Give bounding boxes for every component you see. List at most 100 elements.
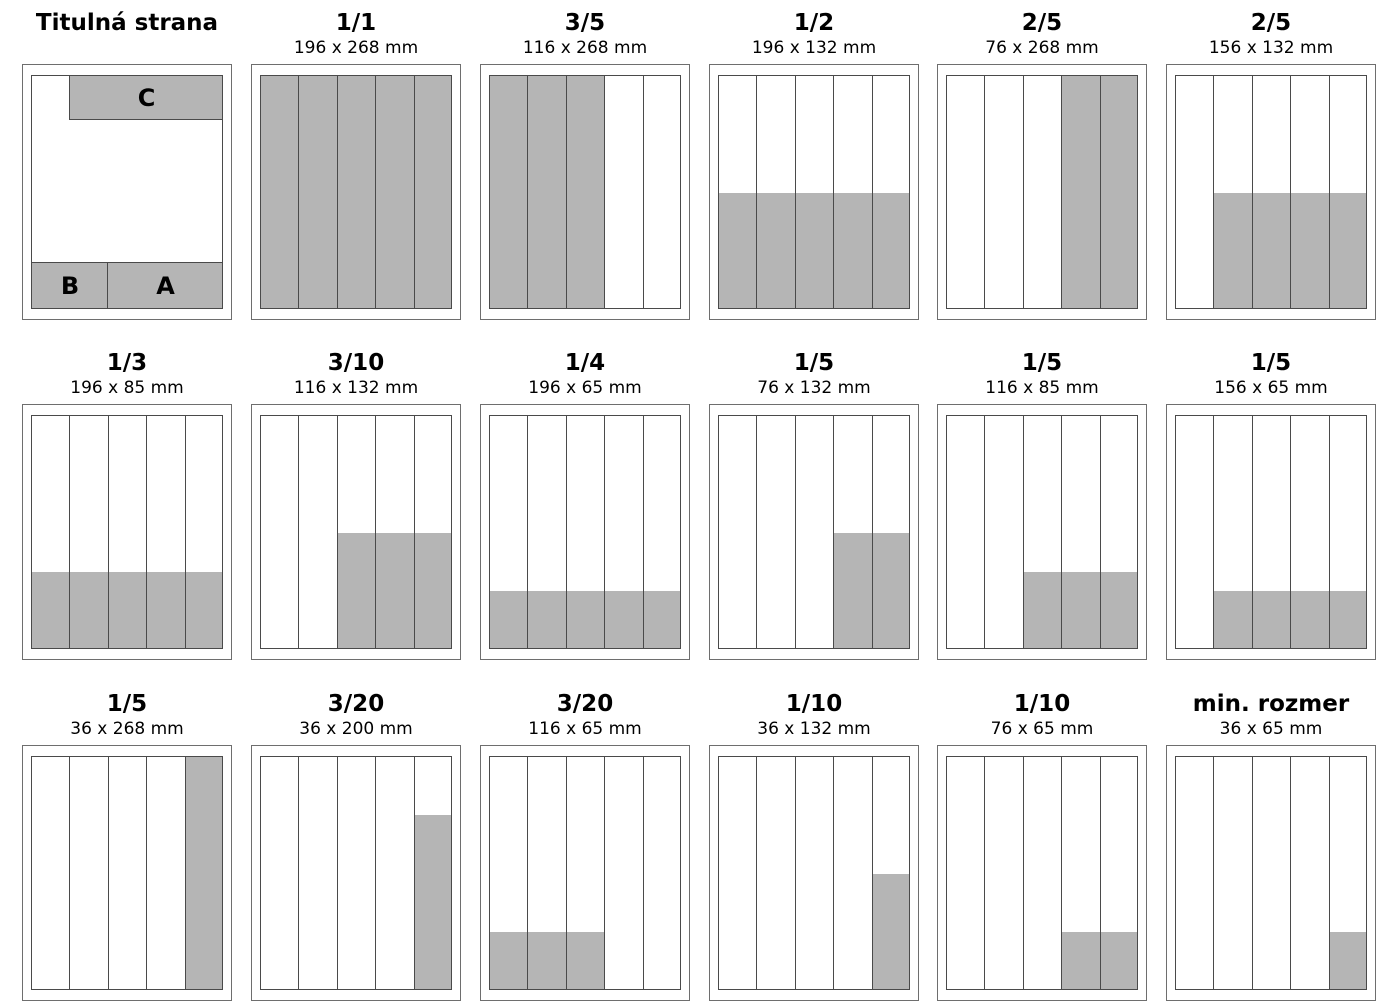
column-divider [984,757,985,989]
column-divider [1213,416,1214,648]
column-divider [1023,416,1024,648]
format-title: 1/1 [335,10,377,36]
column-divider [527,416,528,648]
column-divider [1252,757,1253,989]
column-divider [872,416,873,648]
format-frame [937,745,1147,1001]
column-divider [414,76,415,308]
cover-title: Titulná strana [35,10,219,36]
column-divider [298,757,299,989]
column-divider [795,76,796,308]
column-divider [1290,76,1291,308]
format-frame [480,404,690,660]
column-divider [1329,76,1330,308]
format-title: 2/5 [1021,10,1063,36]
ad-area [415,815,451,989]
format-frame [251,64,461,320]
column-divider [527,76,528,308]
column-divider [1100,76,1101,308]
format-page [489,415,681,649]
format-dimensions: 156 x 65 mm [1214,378,1328,398]
format-frame [22,404,232,660]
format-page [489,75,681,309]
cover-frame: C B A [22,64,232,320]
format-dimensions: 156 x 132 mm [1208,38,1334,58]
format-page [1175,415,1367,649]
ad-area [490,932,605,989]
column-divider [1290,757,1291,989]
column-divider [1061,76,1062,308]
format-frame [251,404,461,660]
format-page [489,756,681,990]
ad-area [873,874,909,989]
cover-page: C B A [31,75,223,309]
column-divider [1329,757,1330,989]
format-page [31,415,223,649]
column-divider [185,757,186,989]
format-title: 1/5 [106,691,148,717]
column-divider [337,757,338,989]
column-divider [833,757,834,989]
format-page [718,415,910,649]
column-divider [604,416,605,648]
column-divider [146,416,147,648]
format-title: 3/20 [327,691,385,717]
column-divider [984,416,985,648]
format-dimensions: 116 x 268 mm [522,38,648,58]
format-page [1175,756,1367,990]
column-divider [1100,416,1101,648]
format-dimensions: 196 x 268 mm [293,38,419,58]
ad-area [32,572,222,648]
format-dimensions: 36 x 200 mm [299,719,413,739]
ad-area [338,533,451,648]
ad-area [834,533,909,648]
column-divider [1290,416,1291,648]
format-dimensions: 196 x 132 mm [751,38,877,58]
format-frame [1166,404,1376,660]
format-title: 3/5 [564,10,606,36]
column-divider [872,76,873,308]
format-dimensions: 36 x 65 mm [1219,719,1323,739]
format-page [946,75,1138,309]
column-divider [146,757,147,989]
column-divider [566,76,567,308]
column-divider [756,416,757,648]
format-frame [1166,745,1376,1001]
column-divider [337,76,338,308]
format-page [946,415,1138,649]
column-divider [604,76,605,308]
column-divider [298,76,299,308]
column-divider [1061,416,1062,648]
column-divider [604,757,605,989]
ad-area [1024,572,1137,648]
format-title: 1/2 [793,10,835,36]
format-dimensions: 116 x 85 mm [985,378,1099,398]
format-title: min. rozmer [1192,691,1350,717]
column-divider [1023,757,1024,989]
format-page [1175,75,1367,309]
column-divider [527,757,528,989]
format-dimensions: 116 x 132 mm [293,378,419,398]
format-dimensions: 36 x 268 mm [70,719,184,739]
column-divider [643,757,644,989]
format-frame [937,64,1147,320]
format-dimensions: 76 x 268 mm [985,38,1099,58]
format-title: 1/10 [785,691,843,717]
column-divider [1213,757,1214,989]
format-frame [480,745,690,1001]
format-title: 1/10 [1013,691,1071,717]
column-divider [643,416,644,648]
ad-area [490,76,605,308]
column-divider [984,76,985,308]
ad-area [719,193,909,308]
format-dimensions: 76 x 132 mm [757,378,871,398]
column-divider [795,757,796,989]
ad-area [1062,76,1137,308]
column-divider [69,416,70,648]
cover-zone-a: A [107,262,222,308]
format-title: 3/20 [556,691,614,717]
format-dimensions: 116 x 65 mm [528,719,642,739]
column-divider [298,416,299,648]
column-divider [185,416,186,648]
